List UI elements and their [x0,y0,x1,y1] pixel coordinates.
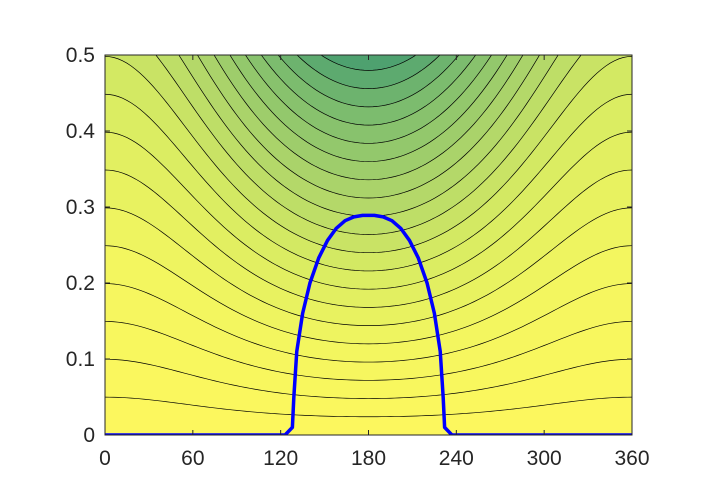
x-tick-label: 360 [614,447,649,470]
y-tick-label: 0 [83,424,95,447]
contour-line [229,55,508,162]
y-tick-label: 0.3 [66,196,95,219]
contour-line [277,55,460,108]
contour-line [105,396,632,418]
contour-line [213,55,524,181]
y-axis: 0 0.1 0.2 0.3 0.4 0.5 [66,44,632,447]
plot-area [105,55,632,435]
contour-line [105,358,632,399]
x-tick-label: 120 [263,447,298,470]
contour-line [105,169,632,308]
x-tick-label: 240 [439,447,474,470]
x-tick-label: 180 [351,447,386,470]
contour-line [105,245,632,345]
contour-line [105,283,632,363]
y-tick-label: 0.1 [66,348,95,371]
contour-line [260,55,477,126]
contour-line [105,321,632,381]
y-tick-label: 0.5 [66,44,95,67]
y-tick-label: 0.4 [66,120,96,143]
boundary-curve [105,213,632,435]
contour-line [320,55,417,71]
contour-line [105,56,632,254]
x-tick-label: 60 [181,447,204,470]
contour-line [296,55,441,89]
contour-line [197,55,540,199]
contour-line [105,207,632,326]
y-tick-label: 0.2 [66,272,95,295]
contour-line [105,131,632,290]
contour-line [155,55,582,235]
contour-line [245,55,492,144]
x-tick-label: 300 [527,447,562,470]
contour-line [105,93,632,272]
x-tick-label: 0 [99,447,111,470]
x-axis: 0 60 120 180 240 300 360 [99,55,650,470]
